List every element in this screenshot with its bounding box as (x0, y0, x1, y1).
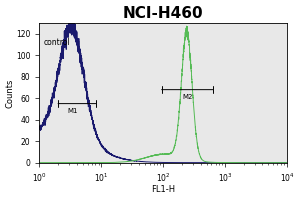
X-axis label: FL1-H: FL1-H (151, 185, 175, 194)
Text: M1: M1 (67, 108, 78, 114)
Text: M2: M2 (182, 94, 192, 100)
Title: NCI-H460: NCI-H460 (123, 6, 204, 21)
Text: control: control (43, 38, 70, 47)
Y-axis label: Counts: Counts (6, 78, 15, 108)
